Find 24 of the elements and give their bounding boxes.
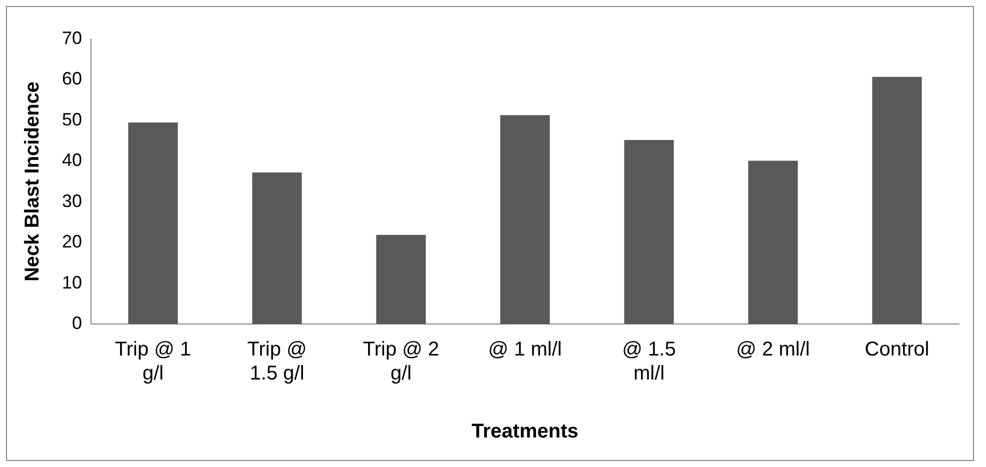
- bar: [872, 76, 922, 324]
- x-tick-label: @ 2 ml/l: [736, 338, 810, 361]
- x-axis-title: Treatments: [472, 420, 578, 443]
- bar: [624, 140, 674, 324]
- x-tick-label: Trip @ 2 g/l: [362, 338, 440, 385]
- bar: [376, 234, 426, 324]
- bar: [500, 115, 550, 324]
- y-axis-title: Neck Blast Incidence: [22, 81, 44, 282]
- x-tick-label: @ 1.5 ml/l: [622, 338, 676, 385]
- x-tick-label: @ 1 ml/l: [488, 338, 562, 361]
- y-tick-label: 60: [62, 68, 82, 89]
- y-tick-label: 30: [62, 190, 82, 211]
- x-tick-label: Trip @ 1 g/l: [114, 338, 192, 385]
- x-tick-label: Trip @ 1.5 g/l: [247, 338, 307, 385]
- bar: [252, 172, 302, 324]
- y-tick-label: 10: [62, 272, 82, 292]
- bar: [128, 122, 178, 324]
- y-tick-label: 40: [62, 150, 82, 170]
- y-tick-label: 50: [62, 109, 82, 130]
- y-tick-label: 0: [72, 312, 82, 333]
- x-tick-label: Control: [864, 338, 930, 361]
- y-tick-label: 20: [62, 232, 82, 252]
- bar: [748, 160, 798, 324]
- y-tick-label: 70: [62, 28, 82, 48]
